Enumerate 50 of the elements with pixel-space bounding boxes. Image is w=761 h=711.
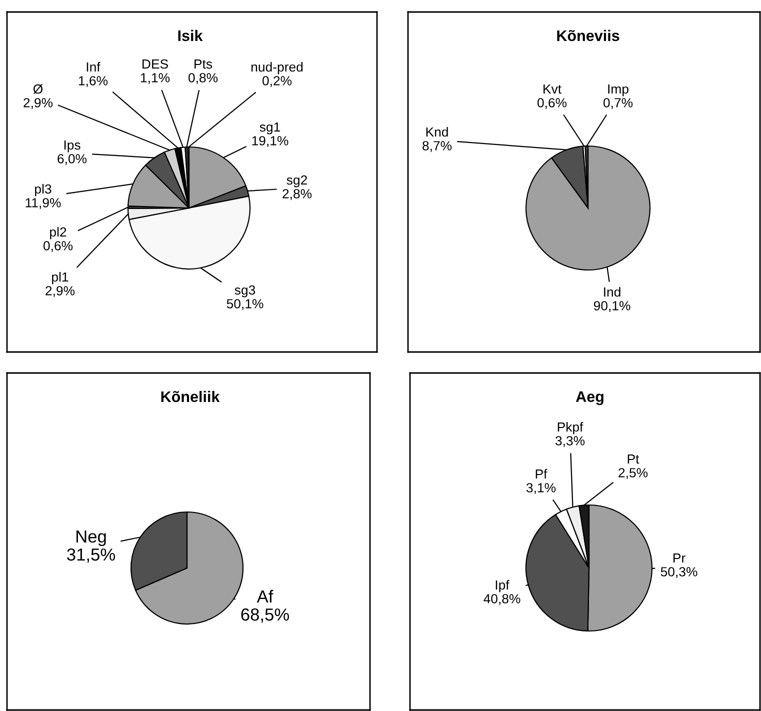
data-label: 68,5% — [241, 608, 289, 623]
slice-label: Pkpf — [558, 422, 584, 434]
data-label: 40,8% — [484, 594, 520, 605]
data-label: 0,6% — [43, 241, 73, 252]
chart-title: Kõneviis — [557, 30, 620, 42]
slice-label: Inf — [86, 62, 100, 72]
data-label: 0,8% — [188, 73, 218, 84]
chart-title: Kõneliik — [161, 390, 220, 402]
data-label: 2,9% — [46, 286, 75, 297]
slice-label: Pt — [628, 454, 640, 464]
slice-label: Knd — [426, 126, 448, 137]
slice-label: Pts — [194, 59, 212, 69]
slice-label: pl2 — [50, 226, 66, 240]
slice-label: Af — [256, 590, 274, 602]
slice-label: nud-pred — [251, 62, 303, 74]
data-label: 3,1% — [526, 483, 556, 494]
slice-label: Ips — [64, 140, 80, 152]
data-label: 31,5% — [67, 548, 115, 563]
data-label: 50,3% — [660, 567, 698, 578]
data-label: 0,6% — [537, 98, 567, 109]
slice-label: Pf — [536, 469, 548, 479]
slice-label: Ipf — [496, 580, 510, 592]
data-label: 0,2% — [262, 76, 292, 87]
slice-label: sg3 — [234, 285, 256, 298]
data-label: 1,6% — [78, 76, 108, 87]
slice-label: sg2 — [286, 175, 307, 188]
data-label: 11,9% — [26, 198, 61, 209]
data-label: 2,8% — [282, 189, 312, 200]
data-label: 50,1% — [226, 299, 264, 310]
data-label: 6,0% — [58, 154, 87, 165]
slice-label: pl3 — [35, 184, 52, 196]
slice-label: Pr — [673, 553, 686, 563]
data-label: 3,3% — [555, 436, 585, 447]
slice-label: Neg — [76, 530, 106, 546]
data-label: 1,1% — [140, 73, 170, 84]
chart-title: Aeg — [576, 391, 604, 406]
data-label: 2,5% — [618, 468, 648, 479]
slice-label: Ind — [604, 286, 620, 297]
data-label: 19,1% — [252, 136, 288, 147]
slice-label: sg1 — [260, 122, 280, 134]
slice-label: Ø — [33, 84, 43, 94]
slice-label: Kvt — [544, 84, 562, 94]
slice-label: DES — [142, 59, 168, 69]
data-label: 2,9% — [24, 98, 53, 109]
slice-label: Imp — [608, 84, 628, 96]
data-label: 8,7% — [422, 141, 452, 152]
chart-title: Isik — [178, 30, 203, 42]
data-label: 90,1% — [594, 301, 630, 312]
data-label: 0,7% — [603, 98, 633, 109]
slice-label: pl1 — [52, 272, 68, 284]
